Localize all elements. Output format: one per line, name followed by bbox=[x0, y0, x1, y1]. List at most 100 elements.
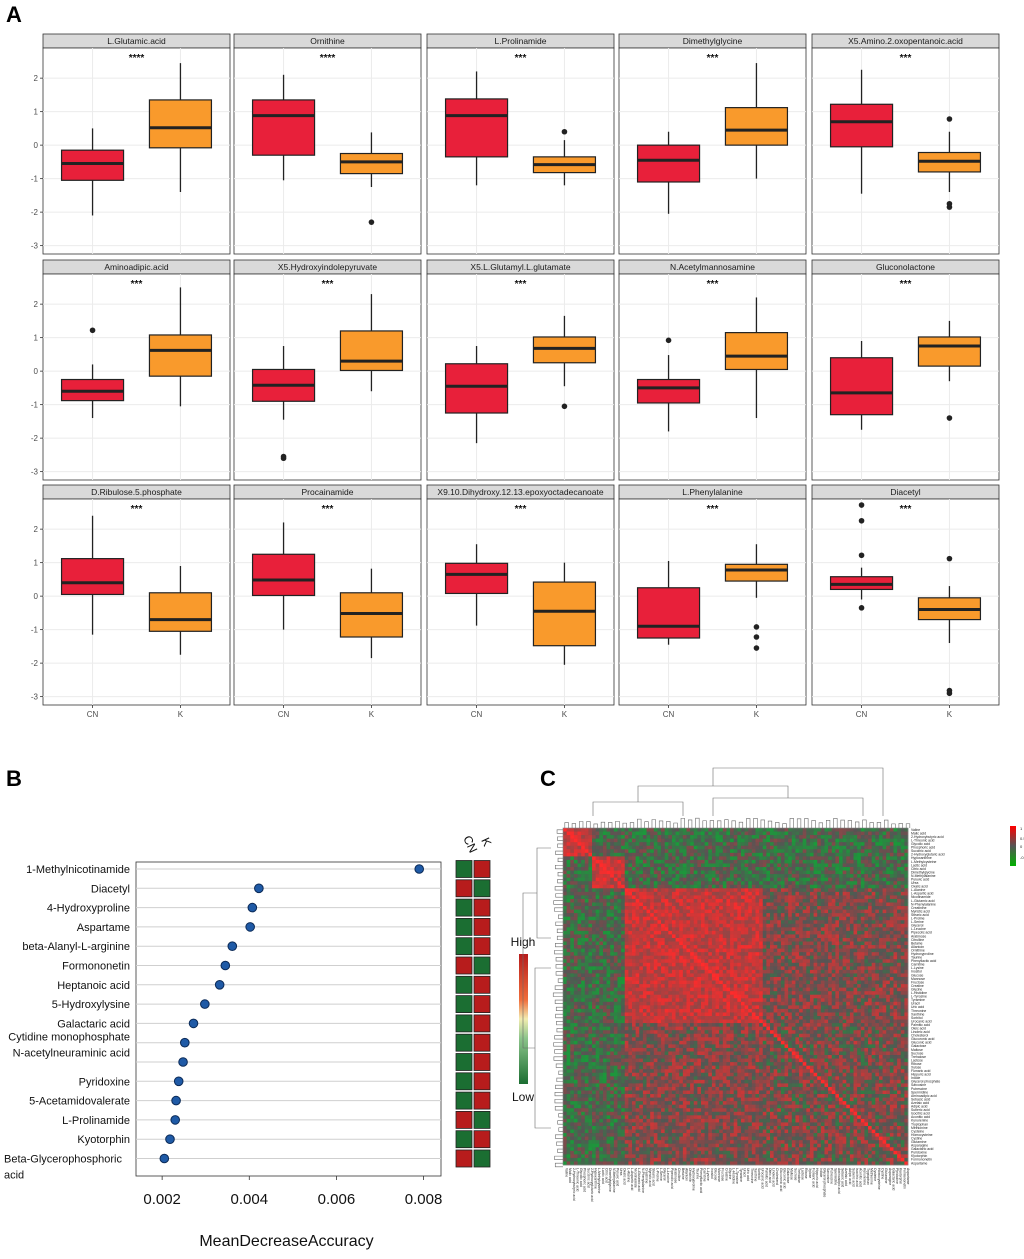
heatmap-cell bbox=[849, 976, 854, 981]
heatmap-cell bbox=[828, 849, 833, 854]
heatmap-cell bbox=[828, 842, 833, 847]
heatmap-cell bbox=[893, 969, 898, 974]
heatmap-cell bbox=[878, 888, 883, 893]
heatmap-cell bbox=[606, 838, 611, 843]
heatmap-cell bbox=[715, 867, 720, 871]
heatmap-cell bbox=[802, 867, 807, 871]
heatmap-cell bbox=[871, 923, 876, 928]
level-tile-cn bbox=[455, 1130, 473, 1149]
heatmap-cell bbox=[860, 895, 865, 900]
heatmap-cell bbox=[842, 845, 847, 850]
heatmap-cell bbox=[835, 959, 840, 964]
heatmap-cell bbox=[584, 959, 589, 964]
heatmap-cell bbox=[566, 923, 571, 928]
heatmap-cell bbox=[650, 973, 655, 978]
heatmap-cell bbox=[650, 884, 655, 889]
heatmap-cell bbox=[628, 884, 633, 889]
heatmap-cell bbox=[795, 867, 800, 871]
heatmap-cell bbox=[766, 927, 771, 932]
heatmap-cell bbox=[679, 980, 684, 985]
heatmap-cell bbox=[777, 835, 782, 839]
heatmap-cell bbox=[635, 902, 640, 907]
heatmap-cell bbox=[791, 959, 796, 964]
heatmap-cell bbox=[675, 842, 680, 847]
heatmap-cell bbox=[621, 842, 626, 847]
heatmap-cell bbox=[878, 909, 883, 914]
heatmap-cell bbox=[610, 838, 615, 843]
heatmap-cell bbox=[653, 923, 658, 928]
heatmap-cell bbox=[639, 835, 644, 839]
heatmap-cell bbox=[755, 923, 760, 928]
heatmap-cell bbox=[751, 888, 756, 893]
heatmap-cell bbox=[577, 941, 582, 946]
heatmap-cell bbox=[573, 991, 578, 996]
heatmap-cell bbox=[701, 973, 705, 978]
heatmap-cell bbox=[621, 959, 626, 964]
heatmap-cell bbox=[719, 856, 724, 861]
heatmap-cell bbox=[737, 835, 742, 839]
heatmap-cell bbox=[646, 937, 651, 942]
heatmap-cell bbox=[900, 838, 905, 843]
heatmap-cell bbox=[835, 927, 840, 932]
heatmap-cell bbox=[621, 845, 626, 850]
heatmap-cell bbox=[577, 980, 582, 985]
heatmap-cell bbox=[570, 838, 575, 843]
heatmap-cell bbox=[711, 969, 716, 974]
heatmap-cell bbox=[588, 984, 593, 988]
heatmap-cell bbox=[904, 991, 909, 996]
heatmap-cell bbox=[610, 927, 615, 932]
heatmap-cell bbox=[621, 859, 626, 864]
heatmap-cell bbox=[722, 881, 727, 886]
heatmap-cell bbox=[686, 874, 691, 878]
heatmap-cell bbox=[588, 930, 593, 935]
heatmap-cell bbox=[828, 859, 833, 864]
heatmap-cell bbox=[882, 835, 887, 839]
heatmap-cell bbox=[755, 959, 760, 964]
heatmap-cell bbox=[708, 859, 713, 864]
heatmap-cell bbox=[693, 831, 698, 836]
heatmap-cell bbox=[657, 852, 662, 857]
heatmap-cell bbox=[835, 945, 840, 949]
heatmap-cell bbox=[621, 987, 626, 992]
heatmap-cell bbox=[661, 838, 665, 843]
heatmap-cell bbox=[693, 980, 698, 985]
heatmap-cell bbox=[628, 870, 633, 875]
heatmap-cell bbox=[733, 842, 738, 847]
heatmap-cell bbox=[646, 852, 651, 857]
heatmap-cell bbox=[842, 969, 847, 974]
heatmap-cell bbox=[770, 859, 774, 864]
heatmap-cell bbox=[686, 835, 691, 839]
heatmap-cell bbox=[878, 923, 883, 928]
heatmap-cell bbox=[784, 891, 789, 896]
heatmap-cell bbox=[766, 831, 771, 836]
heatmap-cell bbox=[592, 884, 596, 889]
heatmap-cell bbox=[592, 994, 596, 999]
heatmap-cell bbox=[740, 973, 745, 978]
heatmap-cell bbox=[868, 828, 872, 832]
heatmap-cell bbox=[632, 984, 636, 988]
heatmap-cell bbox=[606, 888, 611, 893]
heatmap-cell bbox=[704, 937, 709, 942]
heatmap-cell bbox=[766, 884, 771, 889]
heatmap-cell bbox=[762, 845, 767, 850]
heatmap-cell bbox=[679, 874, 684, 878]
heatmap-cell bbox=[671, 845, 676, 850]
heatmap-cell bbox=[773, 838, 778, 843]
heatmap-cell bbox=[795, 877, 800, 882]
heatmap-cell bbox=[635, 916, 640, 921]
heatmap-cell bbox=[897, 973, 902, 978]
heatmap-cell bbox=[639, 984, 644, 988]
heatmap-cell bbox=[868, 884, 872, 889]
facet-plot-area bbox=[618, 273, 807, 481]
heatmap-cell bbox=[799, 898, 803, 903]
heatmap-cell bbox=[679, 941, 684, 946]
heatmap-cell bbox=[813, 920, 818, 925]
heatmap-cell bbox=[563, 937, 567, 942]
heatmap-cell bbox=[599, 959, 604, 964]
heatmap-cell bbox=[860, 937, 865, 942]
heatmap-cell bbox=[755, 948, 760, 953]
heatmap-cell bbox=[628, 927, 633, 932]
heatmap-cell bbox=[650, 952, 655, 957]
heatmap-cell bbox=[802, 895, 807, 900]
heatmap-cell bbox=[704, 835, 709, 839]
